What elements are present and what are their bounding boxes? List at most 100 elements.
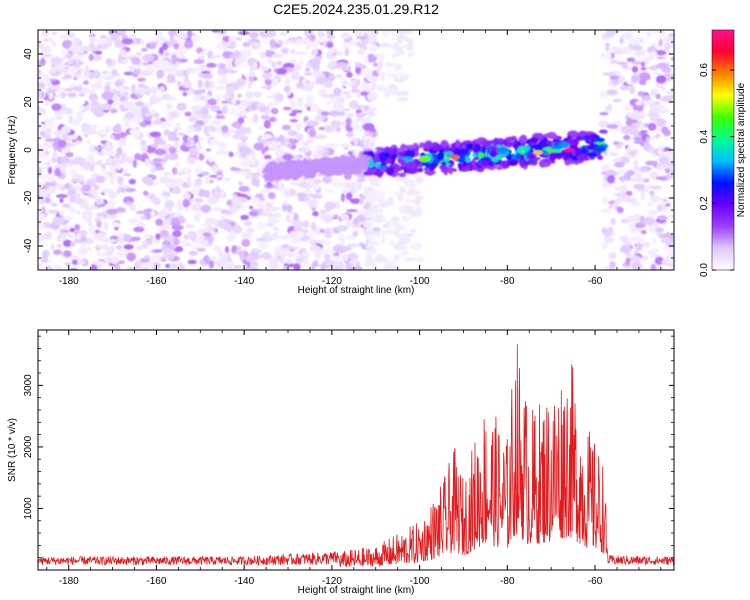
spectrogram-blob-1575 <box>174 246 184 253</box>
spectrogram-blob-491 <box>264 201 274 209</box>
spectrogram-blob-1759 <box>295 122 302 131</box>
colorbar-label: Normalized spectral amplitude <box>736 82 747 217</box>
spectrogram-blob-761 <box>357 178 366 182</box>
spectrogram-blob-2113 <box>637 91 645 97</box>
spectrogram-blob-1795 <box>70 169 78 177</box>
spectrogram-blob-2193 <box>603 52 612 59</box>
spectrogram-blob-1478 <box>103 256 114 264</box>
spectrogram-blob-1824 <box>38 167 43 177</box>
spectrogram-blob-1686 <box>110 32 120 41</box>
spectrogram-blob-265 <box>276 39 284 45</box>
spectrogram-blob-1533 <box>280 47 289 54</box>
spectrogram-blob-445 <box>90 82 99 90</box>
spectrogram-blob-2203 <box>669 160 674 166</box>
spectrogram-blob-863 <box>75 110 84 119</box>
spectrogram-blob-682 <box>117 260 126 265</box>
spectrogram-blob-2307 <box>394 191 401 196</box>
spectrogram-blob-957 <box>134 153 142 161</box>
spectrogram-blob-1645 <box>177 132 186 136</box>
spectrogram-blob-902 <box>75 118 81 124</box>
spectrogram-blob-1951 <box>649 65 658 71</box>
spectrogram-blob-1229 <box>274 157 286 163</box>
spectrogram-blob-3078 <box>447 147 456 151</box>
spectrogram-blob-39 <box>224 246 230 253</box>
spectrogram-blob-2268 <box>393 255 399 259</box>
spectrogram-blob-2207 <box>664 259 674 265</box>
spectrogram-blob-2038 <box>669 214 674 219</box>
spectrogram-blob-2880 <box>516 151 521 160</box>
spectrogram-blob-1339 <box>365 132 374 137</box>
spectrogram-blob-1791 <box>340 90 345 96</box>
spectrogram-blob-2058 <box>633 140 645 144</box>
colorbar-tick-label: 0.0 <box>699 263 710 277</box>
spectrogram-blob-2939 <box>496 165 503 171</box>
spectrogram-blob-1149 <box>301 78 306 86</box>
spectrogram-blob-1318 <box>87 218 92 227</box>
spectrogram-blob-1735 <box>47 175 56 182</box>
spectrogram-blob-2021 <box>656 149 665 155</box>
spectrogram-blob-1507 <box>287 130 298 137</box>
spectrogram-blob-3054 <box>436 152 445 161</box>
spectrogram-blob-1777 <box>111 222 121 228</box>
spectrogram-blob-1536 <box>225 212 233 216</box>
spectrogram-blob-1074 <box>236 111 248 115</box>
spectrogram-blob-3082 <box>522 160 531 166</box>
spectrogram-blob-1328 <box>116 176 124 185</box>
spectrogram-blob-1127 <box>266 95 275 99</box>
spectrogram-blob-2384 <box>379 57 385 62</box>
spectrogram-blob-2060 <box>605 72 617 77</box>
spectrogram-blob-433 <box>266 102 275 109</box>
spectrogram-blob-1490 <box>303 30 314 37</box>
spectrogram-blob-145 <box>242 172 248 177</box>
spectrogram-blob-1301 <box>355 78 361 86</box>
spectrogram-blob-2316 <box>414 257 425 263</box>
spectrogram-blob-1237 <box>274 147 284 153</box>
spectrogram-blob-1728 <box>341 42 352 49</box>
snr-y-label: SNR (10 * v/v) <box>7 418 18 482</box>
spectrogram-blob-641 <box>166 73 176 82</box>
spectrogram-blob-1363 <box>50 222 60 230</box>
spectrogram-blob-1650 <box>89 145 95 153</box>
spectrogram-blob-1466 <box>207 196 218 205</box>
spectrogram-blob-1485 <box>308 128 316 138</box>
spectrogram-blob-1970 <box>619 184 628 193</box>
spectrogram-blob-1283 <box>289 112 296 117</box>
snr-panel: -180 -160 -140 -120 -100 -80 -60 100020003000 … <box>7 329 675 596</box>
spectrogram-blob-952 <box>88 33 96 38</box>
spectrogram-blob-1978 <box>633 166 642 172</box>
spectrogram-blob-502 <box>221 94 232 99</box>
x-tick-label: -120 <box>322 276 342 287</box>
spectrogram-blob-4 <box>128 178 136 185</box>
spectrogram-blob-1684 <box>81 184 92 192</box>
spectrogram-blob-1659 <box>251 151 257 159</box>
spectrogram-blob-1830 <box>137 88 145 95</box>
spectrogram-blob-1231 <box>183 76 190 82</box>
spectrogram-blob-489 <box>208 255 218 260</box>
spectrogram-blob-2293 <box>410 181 415 189</box>
spectrogram-blob-1380 <box>81 122 90 131</box>
spectrogram-blob-2368 <box>376 84 386 93</box>
x-tick-label: -80 <box>500 576 515 587</box>
spectrogram-blob-1387 <box>60 232 71 237</box>
spectrogram-blob-1551 <box>145 102 153 108</box>
spectrogram-blob-1682 <box>261 37 269 44</box>
spectrogram-blob-1904 <box>650 88 659 97</box>
spectrogram-blob-2289 <box>379 201 390 207</box>
spectrogram-blob-1289 <box>51 103 62 111</box>
spectrogram-blob-1640 <box>95 37 107 45</box>
spectrogram-blob-650 <box>267 217 277 223</box>
spectrogram-blob-818 <box>318 88 327 93</box>
spectrogram-blob-1140 <box>252 76 258 81</box>
spectrogram-blob-1517 <box>38 221 45 230</box>
spectrogram-blob-2149 <box>629 111 640 120</box>
spectrogram-blob-1213 <box>65 53 73 59</box>
spectrogram-blob-1411 <box>340 78 345 83</box>
spectrogram-blob-1819 <box>359 199 364 205</box>
spectrogram-blob-3048 <box>474 143 482 150</box>
spectrogram-blob-1207 <box>164 200 175 209</box>
spectrogram-blob-1574 <box>116 165 121 171</box>
spectrogram-blob-2051 <box>651 196 663 201</box>
spectrogram-blob-254 <box>345 192 353 201</box>
spectrogram-blob-1425 <box>93 260 106 267</box>
spectrogram-blob-1415 <box>221 214 226 224</box>
